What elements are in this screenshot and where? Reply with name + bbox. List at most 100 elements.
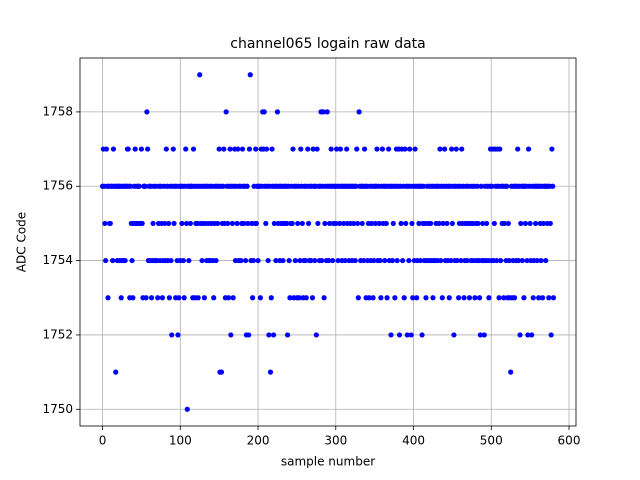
data-point bbox=[478, 183, 484, 189]
data-point bbox=[227, 146, 233, 152]
data-point bbox=[446, 295, 452, 301]
data-point bbox=[143, 295, 149, 301]
data-point bbox=[132, 146, 138, 152]
data-point bbox=[145, 146, 151, 152]
data-point bbox=[378, 295, 384, 301]
data-point bbox=[550, 183, 556, 189]
data-point bbox=[489, 183, 495, 189]
data-point bbox=[390, 220, 396, 227]
data-point bbox=[269, 146, 275, 152]
data-point bbox=[305, 146, 311, 152]
y-tick-label: 1758 bbox=[42, 104, 73, 118]
data-point bbox=[159, 295, 166, 301]
data-point bbox=[458, 257, 464, 264]
data-point bbox=[107, 220, 113, 227]
data-point bbox=[228, 332, 234, 338]
data-point bbox=[166, 220, 172, 227]
data-point bbox=[168, 257, 174, 264]
data-point bbox=[326, 220, 333, 227]
data-point bbox=[444, 220, 450, 227]
data-point bbox=[308, 257, 314, 264]
data-point bbox=[407, 146, 413, 152]
data-point bbox=[225, 220, 231, 227]
data-point bbox=[412, 146, 418, 152]
data-point bbox=[138, 146, 145, 152]
x-tick-label: 200 bbox=[247, 434, 270, 448]
data-point bbox=[298, 146, 304, 152]
data-point bbox=[534, 257, 540, 264]
data-point bbox=[234, 220, 240, 227]
data-point bbox=[383, 220, 389, 227]
data-point bbox=[459, 146, 465, 152]
data-point bbox=[379, 146, 386, 152]
data-point bbox=[408, 332, 414, 338]
data-point bbox=[290, 146, 296, 152]
data-point bbox=[454, 257, 460, 264]
data-point bbox=[388, 332, 394, 338]
data-point bbox=[466, 295, 473, 301]
data-point bbox=[266, 332, 272, 338]
data-point bbox=[382, 257, 388, 264]
data-point bbox=[142, 183, 148, 189]
data-point bbox=[472, 295, 478, 301]
data-point bbox=[197, 72, 203, 78]
data-point bbox=[253, 146, 259, 152]
data-point bbox=[515, 146, 521, 152]
data-point bbox=[186, 257, 192, 264]
data-point bbox=[344, 146, 350, 152]
data-point bbox=[223, 109, 229, 115]
data-point bbox=[176, 295, 182, 301]
data-point bbox=[538, 257, 544, 264]
data-point bbox=[253, 220, 260, 227]
data-point bbox=[195, 295, 201, 301]
data-point bbox=[483, 220, 490, 227]
data-point bbox=[354, 146, 360, 152]
data-point bbox=[532, 220, 539, 227]
data-point bbox=[328, 146, 334, 152]
data-point bbox=[486, 295, 492, 301]
data-point bbox=[366, 295, 372, 301]
data-point bbox=[180, 257, 186, 264]
data-point bbox=[171, 220, 177, 227]
data-point bbox=[286, 257, 292, 264]
y-tick-label: 1750 bbox=[42, 402, 73, 416]
data-point bbox=[491, 220, 497, 227]
data-point bbox=[241, 220, 247, 227]
y-tick-label: 1756 bbox=[42, 179, 73, 193]
data-point bbox=[394, 257, 400, 264]
data-point bbox=[437, 146, 443, 152]
data-point bbox=[442, 146, 448, 152]
data-point bbox=[211, 295, 217, 301]
data-point bbox=[244, 183, 250, 189]
data-point bbox=[284, 220, 290, 227]
data-point bbox=[292, 257, 298, 264]
data-point bbox=[497, 146, 503, 152]
data-point bbox=[403, 220, 409, 227]
data-point bbox=[242, 257, 249, 264]
data-point bbox=[130, 295, 136, 301]
data-point bbox=[419, 332, 425, 338]
data-point bbox=[449, 146, 455, 152]
data-point bbox=[190, 146, 197, 152]
data-point bbox=[163, 146, 169, 152]
data-point bbox=[313, 332, 319, 338]
data-point bbox=[305, 220, 312, 227]
data-point bbox=[309, 295, 316, 301]
data-point bbox=[453, 146, 459, 152]
data-point bbox=[297, 257, 303, 264]
data-point bbox=[113, 369, 119, 375]
data-point bbox=[456, 295, 462, 301]
data-point bbox=[183, 220, 190, 227]
data-point bbox=[246, 332, 252, 338]
data-point bbox=[179, 220, 185, 227]
data-point bbox=[355, 295, 361, 301]
data-point bbox=[352, 257, 358, 264]
data-point bbox=[289, 220, 295, 227]
data-point bbox=[428, 220, 434, 227]
data-point bbox=[354, 220, 361, 227]
data-point bbox=[280, 257, 286, 264]
data-point bbox=[221, 146, 227, 152]
data-point bbox=[183, 146, 189, 152]
data-point bbox=[330, 257, 336, 264]
